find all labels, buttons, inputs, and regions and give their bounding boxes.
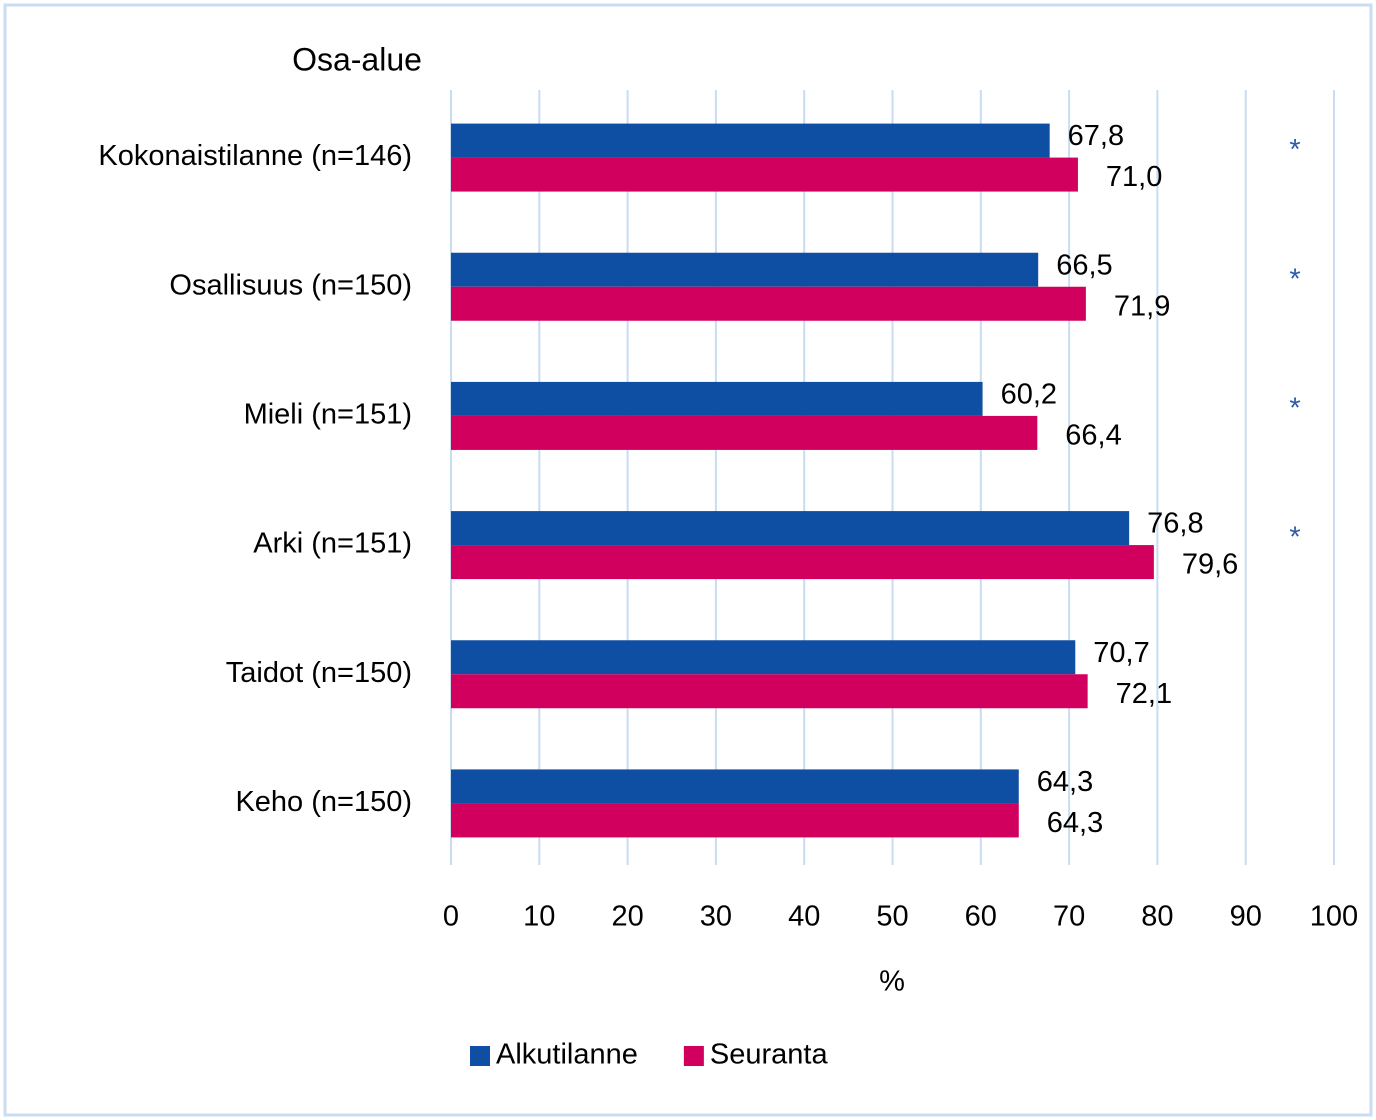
legend-swatch xyxy=(470,1046,490,1066)
legend-label: Alkutilanne xyxy=(496,1039,638,1071)
x-tick-label: 70 xyxy=(1053,901,1085,933)
bar xyxy=(451,545,1154,580)
x-tick-label: 40 xyxy=(788,901,820,933)
value-label: 66,4 xyxy=(1065,420,1121,452)
bar xyxy=(451,157,1078,192)
bar xyxy=(451,381,983,416)
bar xyxy=(451,123,1050,158)
value-label: 71,0 xyxy=(1106,161,1162,193)
x-tick-label: 80 xyxy=(1141,901,1173,933)
bar xyxy=(451,286,1086,321)
x-tick-label: 60 xyxy=(965,901,997,933)
x-axis-label: % xyxy=(879,966,905,998)
y-tick-label: Keho (n=150) xyxy=(235,786,412,818)
x-tick-label: 0 xyxy=(443,901,459,933)
value-label: 79,6 xyxy=(1182,549,1238,581)
legend-swatch xyxy=(683,1046,704,1066)
bar xyxy=(451,803,1019,838)
y-axis-title: Osa-alue xyxy=(292,41,422,77)
y-tick-label: Arki (n=151) xyxy=(253,528,412,560)
value-label: 72,1 xyxy=(1116,678,1172,710)
value-label: 67,8 xyxy=(1068,120,1124,152)
bar xyxy=(451,769,1019,804)
y-tick-label: Taidot (n=150) xyxy=(226,657,412,689)
bar xyxy=(451,640,1076,675)
annotation: * xyxy=(1289,393,1300,425)
value-label: 60,2 xyxy=(1001,379,1057,411)
value-label: 71,9 xyxy=(1114,290,1170,322)
x-tick-label: 100 xyxy=(1310,901,1358,933)
legend-label: Seuranta xyxy=(710,1039,829,1071)
bar xyxy=(451,415,1038,450)
annotation: * xyxy=(1289,522,1300,554)
x-tick-label: 90 xyxy=(1230,901,1262,933)
x-tick-label: 50 xyxy=(876,901,908,933)
annotation: * xyxy=(1289,134,1300,166)
y-tick-label: Kokonaistilanne (n=146) xyxy=(98,140,412,172)
value-label: 64,3 xyxy=(1047,807,1103,839)
value-label: 70,7 xyxy=(1093,637,1149,669)
bar xyxy=(451,252,1039,287)
y-tick-label: Osallisuus (n=150) xyxy=(169,269,412,301)
x-tick-label: 30 xyxy=(700,901,732,933)
bar xyxy=(451,511,1130,546)
value-label: 64,3 xyxy=(1037,766,1093,798)
x-tick-label: 20 xyxy=(611,901,643,933)
value-label: 66,5 xyxy=(1056,249,1112,281)
x-tick-label: 10 xyxy=(523,901,555,933)
annotation: * xyxy=(1289,263,1300,295)
y-tick-label: Mieli (n=151) xyxy=(244,399,412,431)
value-label: 76,8 xyxy=(1147,508,1203,540)
bar xyxy=(451,674,1088,709)
